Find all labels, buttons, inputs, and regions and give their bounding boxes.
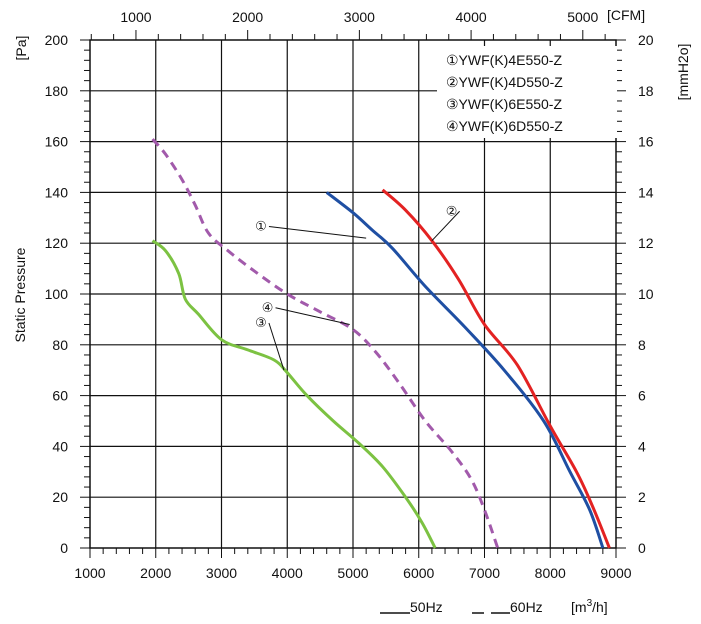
- legend-entry: ①YWF(K)4E550-Z: [446, 52, 562, 68]
- right-tick-label: 20: [638, 32, 654, 48]
- x-tick-label: 6000: [403, 565, 434, 581]
- plot-frame: [89, 39, 617, 549]
- right-tick-label: 14: [638, 184, 654, 200]
- right-tick-label: 0: [638, 540, 646, 556]
- right-tick-label: 16: [638, 134, 654, 150]
- callout-leader: [268, 226, 367, 239]
- callout-label: ①: [255, 220, 267, 235]
- right-tick-label: 2: [638, 489, 646, 505]
- y-axis-title: Static Pressure: [12, 247, 28, 342]
- series-layer: [151, 138, 611, 549]
- y-tick-label: 120: [45, 235, 69, 251]
- y-tick-label: 60: [52, 388, 68, 404]
- right-tick-label: 12: [638, 235, 654, 251]
- minor-ticks: [80, 30, 626, 558]
- top-tick-label: 2000: [232, 9, 263, 25]
- callout-label: ②: [446, 204, 458, 219]
- top-tick-label: 1000: [120, 9, 151, 25]
- right-tick-label: 18: [638, 83, 654, 99]
- legend-box: [437, 46, 617, 138]
- callout-leader: [431, 210, 460, 242]
- series-line: [381, 188, 611, 549]
- y-tick-label: 200: [45, 32, 69, 48]
- x-tick-label: 9000: [600, 565, 631, 581]
- legend-entry: ②YWF(K)4D550-Z: [446, 74, 563, 90]
- x-tick-label: 8000: [535, 565, 566, 581]
- right-tick-label: 6: [638, 388, 646, 404]
- callout-label: ④: [262, 301, 274, 316]
- y-tick-label: 140: [45, 184, 69, 200]
- y-tick-label: 100: [45, 286, 69, 302]
- x-tick-label: 2000: [140, 565, 171, 581]
- series-line: [151, 138, 500, 549]
- y-tick-label: 160: [45, 134, 69, 150]
- legend-entry: ③YWF(K)6E550-Z: [446, 96, 562, 112]
- y-tick-label: 20: [52, 489, 68, 505]
- y-tick-label: 40: [52, 438, 68, 454]
- left-unit-label: [Pa]: [13, 36, 29, 61]
- top-unit-label: [CFM]: [607, 7, 645, 23]
- callout-leader: [275, 307, 350, 325]
- x-tick-label: 3000: [206, 565, 237, 581]
- callout-layer: ① ② ④③: [255, 204, 460, 371]
- dashed-line-key-label: 60Hz: [510, 599, 543, 615]
- top-tick-label: 5000: [567, 9, 598, 25]
- x-axis-unit-label: [m3/h]: [571, 598, 608, 615]
- top-tick-label: 4000: [456, 9, 487, 25]
- callout-label: ③: [255, 316, 267, 331]
- x-tick-label: 5000: [337, 565, 368, 581]
- top-tick-label: 3000: [344, 9, 375, 25]
- right-tick-label: 10: [638, 286, 654, 302]
- x-tick-label: 1000: [74, 565, 105, 581]
- y-tick-label: 80: [52, 337, 68, 353]
- y-tick-label: 180: [45, 83, 69, 99]
- right-tick-label: 4: [638, 438, 646, 454]
- legend-entry: ④YWF(K)6D550-Z: [446, 118, 563, 134]
- right-unit-label: [mmH2o]: [675, 44, 691, 101]
- x-tick-label: 4000: [272, 565, 303, 581]
- callout-leader: [268, 322, 285, 371]
- series-line: [151, 239, 437, 549]
- x-tick-label: 7000: [469, 565, 500, 581]
- series-line: [325, 191, 605, 549]
- solid-line-key-label: 50Hz: [410, 599, 443, 615]
- right-tick-label: 8: [638, 337, 646, 353]
- grid: [90, 40, 616, 548]
- y-tick-label: 0: [60, 540, 68, 556]
